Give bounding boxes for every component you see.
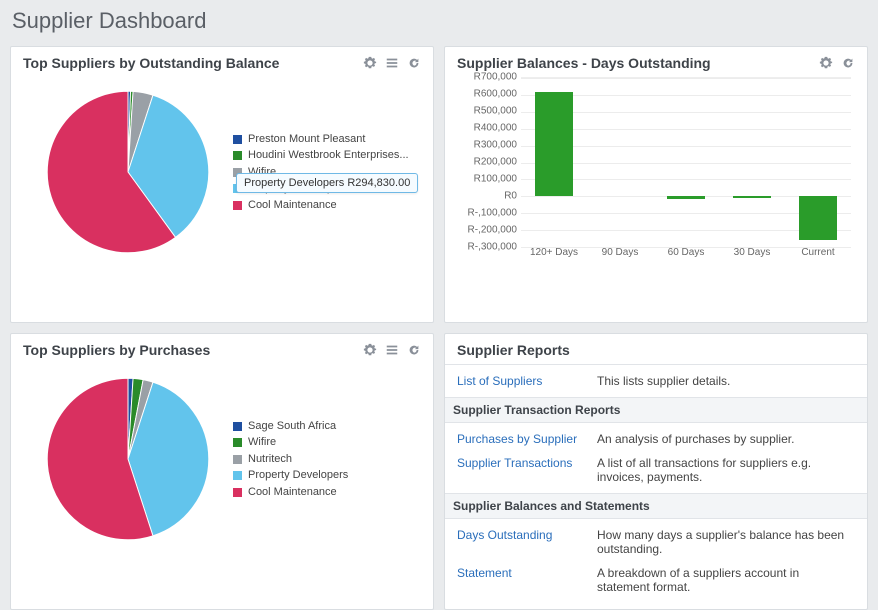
legend-swatch bbox=[233, 488, 242, 497]
legend-swatch bbox=[233, 201, 242, 210]
report-link[interactable]: Days Outstanding bbox=[457, 528, 597, 556]
legend-outstanding: Preston Mount PleasantHoudini Westbrook … bbox=[233, 131, 409, 214]
legend-item[interactable]: Preston Mount Pleasant bbox=[233, 131, 409, 148]
refresh-icon[interactable] bbox=[407, 343, 421, 357]
page-title: Supplier Dashboard bbox=[0, 0, 878, 46]
report-row: StatementA breakdown of a suppliers acco… bbox=[457, 561, 855, 599]
legend-swatch bbox=[233, 438, 242, 447]
legend-item[interactable]: Wifire bbox=[233, 434, 348, 451]
legend-swatch bbox=[233, 422, 242, 431]
y-tick: R100,000 bbox=[474, 174, 517, 185]
report-link[interactable]: Purchases by Supplier bbox=[457, 432, 597, 446]
y-tick: R700,000 bbox=[474, 72, 517, 83]
bar[interactable] bbox=[799, 196, 837, 240]
x-label: 60 Days bbox=[653, 247, 719, 267]
report-row: Days OutstandingHow many days a supplier… bbox=[457, 523, 855, 561]
bar[interactable] bbox=[733, 196, 771, 198]
panel-reports: Supplier Reports List of SuppliersThis l… bbox=[444, 333, 868, 610]
y-tick: R200,000 bbox=[474, 157, 517, 168]
report-row: Supplier TransactionsA list of all trans… bbox=[457, 451, 855, 489]
gear-icon[interactable] bbox=[363, 343, 377, 357]
report-row: List of SuppliersThis lists supplier det… bbox=[457, 369, 855, 393]
reports-body: List of SuppliersThis lists supplier det… bbox=[457, 369, 855, 599]
gear-icon[interactable] bbox=[363, 56, 377, 70]
report-link[interactable]: Statement bbox=[457, 566, 597, 594]
panel-title-outstanding: Top Suppliers by Outstanding Balance bbox=[23, 55, 279, 71]
x-label: 120+ Days bbox=[521, 247, 587, 267]
panel-controls bbox=[363, 343, 421, 357]
bar-slot bbox=[653, 78, 719, 247]
report-desc: How many days a supplier's balance has b… bbox=[597, 528, 855, 556]
panel-title-reports: Supplier Reports bbox=[445, 342, 867, 365]
legend-label: Cool Maintenance bbox=[248, 197, 337, 214]
y-tick: R-,100,000 bbox=[468, 208, 517, 219]
legend-label: Property Developers bbox=[248, 467, 348, 484]
panel-title-days: Supplier Balances - Days Outstanding bbox=[457, 55, 711, 71]
report-link[interactable]: List of Suppliers bbox=[457, 374, 597, 388]
legend-label: Houdini Westbrook Enterprises... bbox=[248, 147, 409, 164]
report-row: Purchases by SupplierAn analysis of purc… bbox=[457, 427, 855, 451]
panel-controls bbox=[819, 56, 855, 70]
legend-swatch bbox=[233, 135, 242, 144]
refresh-icon[interactable] bbox=[407, 56, 421, 70]
legend-label: Preston Mount Pleasant bbox=[248, 131, 365, 148]
panel-purchases: Top Suppliers by Purchases Sage South Af… bbox=[10, 333, 434, 610]
panel-days: Supplier Balances - Days Outstanding R70… bbox=[444, 46, 868, 323]
legend-swatch bbox=[233, 455, 242, 464]
bar[interactable] bbox=[535, 92, 573, 196]
x-label: 90 Days bbox=[587, 247, 653, 267]
refresh-icon[interactable] bbox=[841, 56, 855, 70]
report-desc: A list of all transactions for suppliers… bbox=[597, 456, 855, 484]
report-desc: A breakdown of a suppliers account in st… bbox=[597, 566, 855, 594]
legend-item[interactable]: Nutritech bbox=[233, 451, 348, 468]
panel-outstanding: Top Suppliers by Outstanding Balance Pre… bbox=[10, 46, 434, 323]
y-tick: R300,000 bbox=[474, 140, 517, 151]
x-label: Current bbox=[785, 247, 851, 267]
bar-slot bbox=[719, 78, 785, 247]
report-link[interactable]: Supplier Transactions bbox=[457, 456, 597, 484]
report-subhead: Supplier Balances and Statements bbox=[445, 493, 867, 519]
dashboard-grid: Top Suppliers by Outstanding Balance Pre… bbox=[0, 46, 878, 610]
legend-label: Wifire bbox=[248, 434, 276, 451]
legend-purchases: Sage South AfricaWifireNutritechProperty… bbox=[233, 418, 348, 501]
list-icon[interactable] bbox=[385, 343, 399, 357]
y-tick: R600,000 bbox=[474, 89, 517, 100]
legend-item[interactable]: Houdini Westbrook Enterprises... bbox=[233, 147, 409, 164]
bar-slot bbox=[521, 78, 587, 247]
bar-slot bbox=[587, 78, 653, 247]
y-tick: R0 bbox=[504, 191, 517, 202]
report-desc: This lists supplier details. bbox=[597, 374, 730, 388]
legend-item[interactable]: Cool Maintenance bbox=[233, 197, 409, 214]
y-tick: R500,000 bbox=[474, 106, 517, 117]
legend-item[interactable]: Property Developers bbox=[233, 467, 348, 484]
legend-item[interactable]: Sage South Africa bbox=[233, 418, 348, 435]
list-icon[interactable] bbox=[385, 56, 399, 70]
report-subhead: Supplier Transaction Reports bbox=[445, 397, 867, 423]
bar[interactable] bbox=[667, 196, 705, 199]
legend-swatch bbox=[233, 471, 242, 480]
y-tick: R-,200,000 bbox=[468, 225, 517, 236]
legend-label: Cool Maintenance bbox=[248, 484, 337, 501]
pie-tooltip: Property Developers R294,830.00 bbox=[236, 173, 418, 193]
bar-slot bbox=[785, 78, 851, 247]
pie-chart-purchases bbox=[23, 364, 233, 554]
legend-item[interactable]: Cool Maintenance bbox=[233, 484, 348, 501]
y-tick: R-,300,000 bbox=[468, 242, 517, 253]
gear-icon[interactable] bbox=[819, 56, 833, 70]
report-desc: An analysis of purchases by supplier. bbox=[597, 432, 794, 446]
panel-controls bbox=[363, 56, 421, 70]
legend-swatch bbox=[233, 151, 242, 160]
x-label: 30 Days bbox=[719, 247, 785, 267]
legend-label: Nutritech bbox=[248, 451, 292, 468]
bar-chart-days: R700,000R600,000R500,000R400,000R300,000… bbox=[457, 77, 855, 267]
pie-chart-outstanding bbox=[23, 77, 233, 267]
legend-label: Sage South Africa bbox=[248, 418, 336, 435]
y-tick: R400,000 bbox=[474, 123, 517, 134]
panel-title-purchases: Top Suppliers by Purchases bbox=[23, 342, 210, 358]
